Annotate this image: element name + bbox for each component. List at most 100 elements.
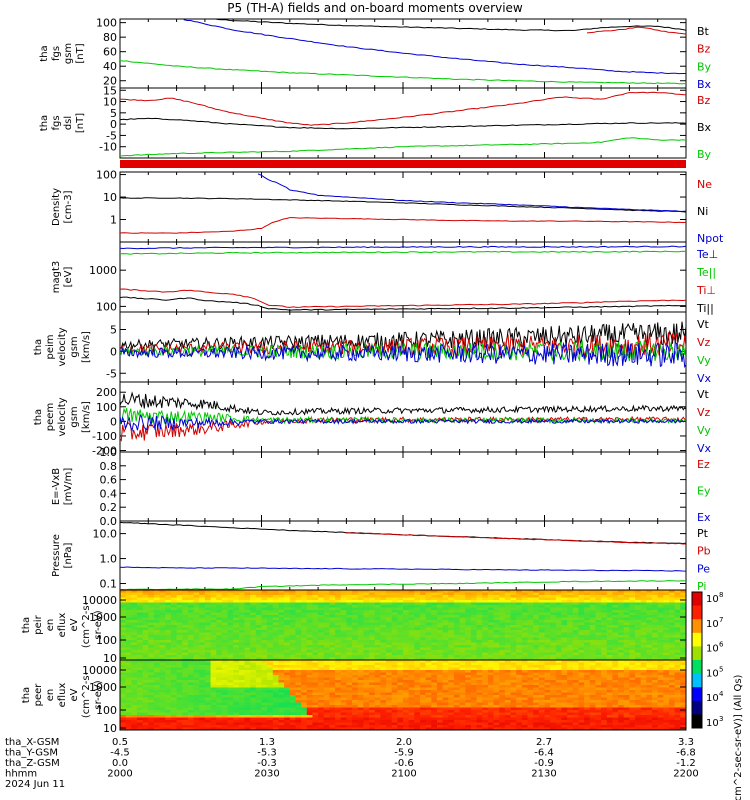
- x-axis-value: 2130: [531, 769, 556, 780]
- y-tick-label: 0.4: [100, 487, 118, 500]
- x-axis-value: -5.3: [257, 748, 277, 759]
- y-axis-label: gsm: [69, 406, 80, 427]
- y-axis-label: [nT]: [75, 43, 86, 63]
- y-axis-label: tha: [39, 45, 50, 61]
- spectrogram-image-peer_spectrogram: [120, 660, 686, 730]
- y-axis-label: peir: [33, 614, 44, 634]
- panel-peim_velocity: 5 0 -5 Vt Vz Vy Vx tha peim velocity gsm [km/s]: [33, 311, 712, 385]
- legend-label: Ne: [697, 178, 712, 191]
- legend-label: Vy: [697, 354, 711, 367]
- y-axis-label: E=-VxB: [51, 468, 62, 505]
- y-axis-label: tha: [33, 409, 44, 425]
- panel-frame: [119, 87, 687, 159]
- series-line-ni: [120, 197, 686, 213]
- y-axis-label: peim: [45, 334, 56, 359]
- y-axis-label: [mV/m]: [63, 468, 74, 506]
- x-axis-value: -6.4: [534, 748, 554, 759]
- y-axis-label: tha: [21, 687, 32, 703]
- legend-label: Ex: [697, 511, 711, 524]
- colorbar-tick-label: 10: [706, 718, 719, 729]
- y-tick-label: 5: [110, 324, 117, 337]
- y-tick-label: 10000: [82, 594, 117, 607]
- y-axis-label: Density: [51, 188, 62, 226]
- y-tick-label: -200: [92, 445, 117, 458]
- y-axis-label: eflux: [57, 683, 68, 708]
- legend-label: Vz: [697, 406, 711, 419]
- series-line-pi: [120, 580, 686, 590]
- legend-label: Ti||: [696, 302, 714, 315]
- legend-label: Bx: [697, 121, 712, 134]
- y-tick-label: 0.6: [100, 474, 118, 487]
- y-axis-label: [eV]: [63, 267, 74, 288]
- x-axis-value: -6.8: [676, 748, 696, 759]
- panel-temperature: 1000 100 Te⊥ Te|| Ti⊥ Ti|| magt3 [eV]: [51, 241, 718, 315]
- colorbar-tick-label: 10: [706, 644, 719, 655]
- y-axis-label: velocity: [57, 397, 68, 436]
- y-axis-label: eflux: [57, 613, 68, 638]
- x-axis-value: -5.9: [394, 748, 414, 759]
- legend-label: Ti⊥: [696, 284, 716, 297]
- y-axis-label: (cm^2-s-: [81, 601, 92, 648]
- legend-label: By: [697, 60, 712, 73]
- x-axis-row-label: tha_X-GSM: [5, 737, 59, 748]
- panel-peem_velocity: 200 1000 -100 -200 Vt Vz Vy Vx tha peem velocity gs…: [33, 381, 712, 458]
- x-axis-value: 1.3: [259, 737, 275, 748]
- series-line-vt: [120, 321, 686, 351]
- x-axis-value: -4.5: [110, 748, 130, 759]
- colorbar-label: [eV/(cm^2-sec-sr-eV)] (All Qs): [733, 674, 744, 800]
- x-axis-value: -1.2: [676, 758, 696, 769]
- figure-title: P5 (TH-A) fields and on-board moments ov…: [227, 1, 523, 15]
- y-axis-label: tha: [39, 115, 50, 131]
- legend-label: Vt: [697, 318, 710, 331]
- y-tick-label: 0.2: [100, 501, 118, 514]
- legend-label: Vy: [697, 424, 711, 437]
- colorbar-tick-exponent: 7: [719, 616, 723, 624]
- y-tick-label: 1000: [89, 611, 117, 624]
- x-axis-value: 0.0: [112, 758, 128, 769]
- x-axis-value: 2100: [391, 769, 416, 780]
- x-axis-value: 3.3: [678, 737, 694, 748]
- y-axis-label: eV: [69, 688, 80, 701]
- colorbar-tick-exponent: 5: [719, 665, 723, 673]
- y-tick-label: 1000: [89, 264, 117, 277]
- legend-label: Bz: [697, 94, 711, 107]
- x-axis-value: 2030: [254, 769, 279, 780]
- colorbar-tick-exponent: 6: [719, 641, 724, 649]
- y-axis-label: peem: [45, 403, 56, 431]
- y-axis-label: peer: [33, 683, 44, 707]
- y-tick-label: -10: [99, 141, 117, 154]
- legend-label: By: [697, 148, 712, 161]
- panel-frame: [119, 451, 687, 522]
- series-line-vz: [120, 332, 686, 359]
- legend-label: Pe: [697, 562, 710, 575]
- y-tick-label: 100: [96, 704, 117, 717]
- panel-frame: [119, 520, 687, 591]
- x-axis-value: 2200: [673, 769, 698, 780]
- legend-label: Ni: [697, 205, 708, 218]
- y-axis-label: [km/s]: [81, 401, 92, 433]
- panel-frame: [119, 659, 687, 731]
- y-tick-label: 1.0: [100, 553, 118, 566]
- y-axis-label: sr-eV): [93, 610, 104, 639]
- legend-label: Pb: [697, 545, 711, 558]
- y-axis-label: gsm: [69, 336, 80, 357]
- flag-bar: [120, 160, 686, 168]
- series-line-npot: [257, 173, 686, 212]
- legend-label: Pt: [697, 527, 709, 540]
- y-axis-label: [cm-3]: [63, 190, 74, 223]
- series-line-te-: [120, 245, 686, 250]
- series-line-bz: [120, 91, 686, 126]
- series-line-by: [120, 60, 686, 85]
- y-axis-label: gsm: [63, 43, 74, 64]
- y-tick-label: -5: [106, 367, 117, 380]
- legend-label: Te||: [696, 266, 716, 279]
- colorbar-tick-exponent: 3: [719, 715, 723, 723]
- series-line-vx: [120, 413, 686, 432]
- colorbar-tick-exponent: 4: [719, 690, 724, 698]
- legend-label: Bx: [697, 78, 712, 91]
- panel-pressure: 10.0 1.0 0.1 Pt Pb Pe Pi Pressure [nPa]: [51, 520, 711, 593]
